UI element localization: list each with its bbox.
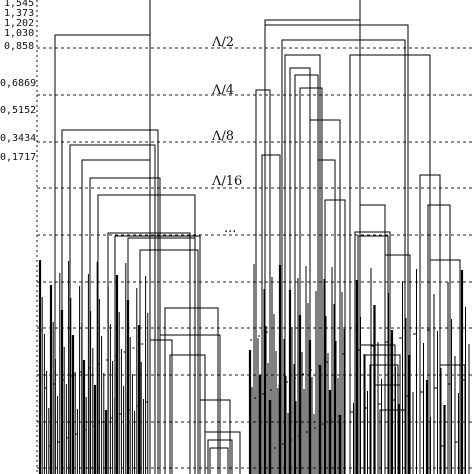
dendrogram-branch xyxy=(81,159,151,474)
dendrogram-branch xyxy=(281,39,406,474)
dendrogram-branch xyxy=(89,177,161,474)
y-tick-label: 0,3434 xyxy=(0,133,36,144)
dendrogram-branch xyxy=(159,334,221,474)
y-tick-label: 1,030 xyxy=(4,28,34,39)
dendrogram-branch xyxy=(199,399,231,474)
dendrogram-branch xyxy=(61,129,159,474)
dendrogram-branch xyxy=(255,89,271,474)
level-label-eighth: Λ/8 xyxy=(211,129,234,144)
dendrogram-branch xyxy=(69,144,156,474)
dendrogram-branches xyxy=(38,0,470,474)
dendrogram-branch xyxy=(207,439,233,474)
dendrogram-branch xyxy=(209,447,229,474)
y-tick-labels: 1,545 1,373 1,202 1,030 0,858 0,6869 0,5… xyxy=(0,0,36,163)
dendrogram-branch xyxy=(427,204,451,474)
dendrogram-branch xyxy=(107,232,191,474)
dendrogram-branch xyxy=(354,231,391,474)
dendrogram-branch xyxy=(149,339,173,474)
dendrogram-branch xyxy=(169,354,206,474)
level-label-quarter: Λ/4 xyxy=(211,83,234,98)
dendrogram-branch xyxy=(429,259,461,474)
y-tick-label: 0,858 xyxy=(4,41,34,52)
dendrogram-branch xyxy=(299,87,323,474)
dendrogram-branch xyxy=(204,431,241,474)
dendrogram-branch xyxy=(139,249,199,474)
y-tick-label: 1,373 xyxy=(4,8,34,19)
dendrogram-branch xyxy=(317,159,336,474)
dendrogram-branch xyxy=(164,307,219,474)
y-tick-label: 0,5152 xyxy=(0,105,36,116)
dendrogram-branch xyxy=(324,199,346,474)
level-label-half: Λ/2 xyxy=(211,35,234,50)
dendrogram-branch xyxy=(264,24,409,474)
dendrogram-branch xyxy=(369,364,399,474)
level-label-sixteenth: Λ/16 xyxy=(211,174,242,189)
y-tick-label: 1,202 xyxy=(4,18,34,29)
level-labels: Λ/2 Λ/4 Λ/8 Λ/16 ... xyxy=(211,35,242,236)
level-label-ellipsis: ... xyxy=(224,221,236,236)
y-tick-label: 0,6869 xyxy=(0,78,36,89)
dendrogram-branch xyxy=(54,34,151,474)
dendrogram-branch xyxy=(309,119,341,474)
y-tick-label: 0,1717 xyxy=(0,152,36,163)
y-tick-label: 1,545 xyxy=(4,0,34,9)
dendrogram-branch xyxy=(284,54,321,474)
